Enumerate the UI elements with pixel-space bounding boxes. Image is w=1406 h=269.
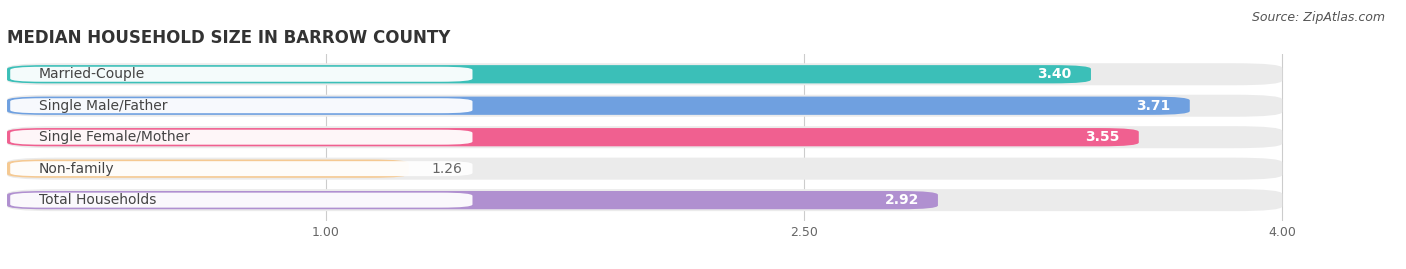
Text: Non-family: Non-family	[39, 162, 114, 176]
Text: 3.55: 3.55	[1085, 130, 1119, 144]
Text: Single Male/Father: Single Male/Father	[39, 99, 167, 113]
FancyBboxPatch shape	[7, 128, 1139, 146]
FancyBboxPatch shape	[10, 161, 472, 176]
FancyBboxPatch shape	[7, 160, 409, 178]
Text: Source: ZipAtlas.com: Source: ZipAtlas.com	[1251, 11, 1385, 24]
Text: 1.26: 1.26	[432, 162, 463, 176]
Text: Married-Couple: Married-Couple	[39, 67, 145, 81]
FancyBboxPatch shape	[7, 97, 1189, 115]
FancyBboxPatch shape	[7, 126, 1282, 148]
Text: Total Households: Total Households	[39, 193, 156, 207]
FancyBboxPatch shape	[7, 65, 1091, 83]
Text: 3.40: 3.40	[1038, 67, 1071, 81]
FancyBboxPatch shape	[7, 158, 1282, 180]
FancyBboxPatch shape	[7, 191, 938, 209]
FancyBboxPatch shape	[7, 95, 1282, 117]
Text: 2.92: 2.92	[884, 193, 918, 207]
Text: MEDIAN HOUSEHOLD SIZE IN BARROW COUNTY: MEDIAN HOUSEHOLD SIZE IN BARROW COUNTY	[7, 29, 450, 47]
FancyBboxPatch shape	[10, 130, 472, 145]
Text: 3.71: 3.71	[1136, 99, 1171, 113]
Text: Single Female/Mother: Single Female/Mother	[39, 130, 190, 144]
FancyBboxPatch shape	[10, 67, 472, 82]
FancyBboxPatch shape	[7, 63, 1282, 85]
FancyBboxPatch shape	[10, 193, 472, 208]
FancyBboxPatch shape	[10, 98, 472, 113]
FancyBboxPatch shape	[7, 189, 1282, 211]
